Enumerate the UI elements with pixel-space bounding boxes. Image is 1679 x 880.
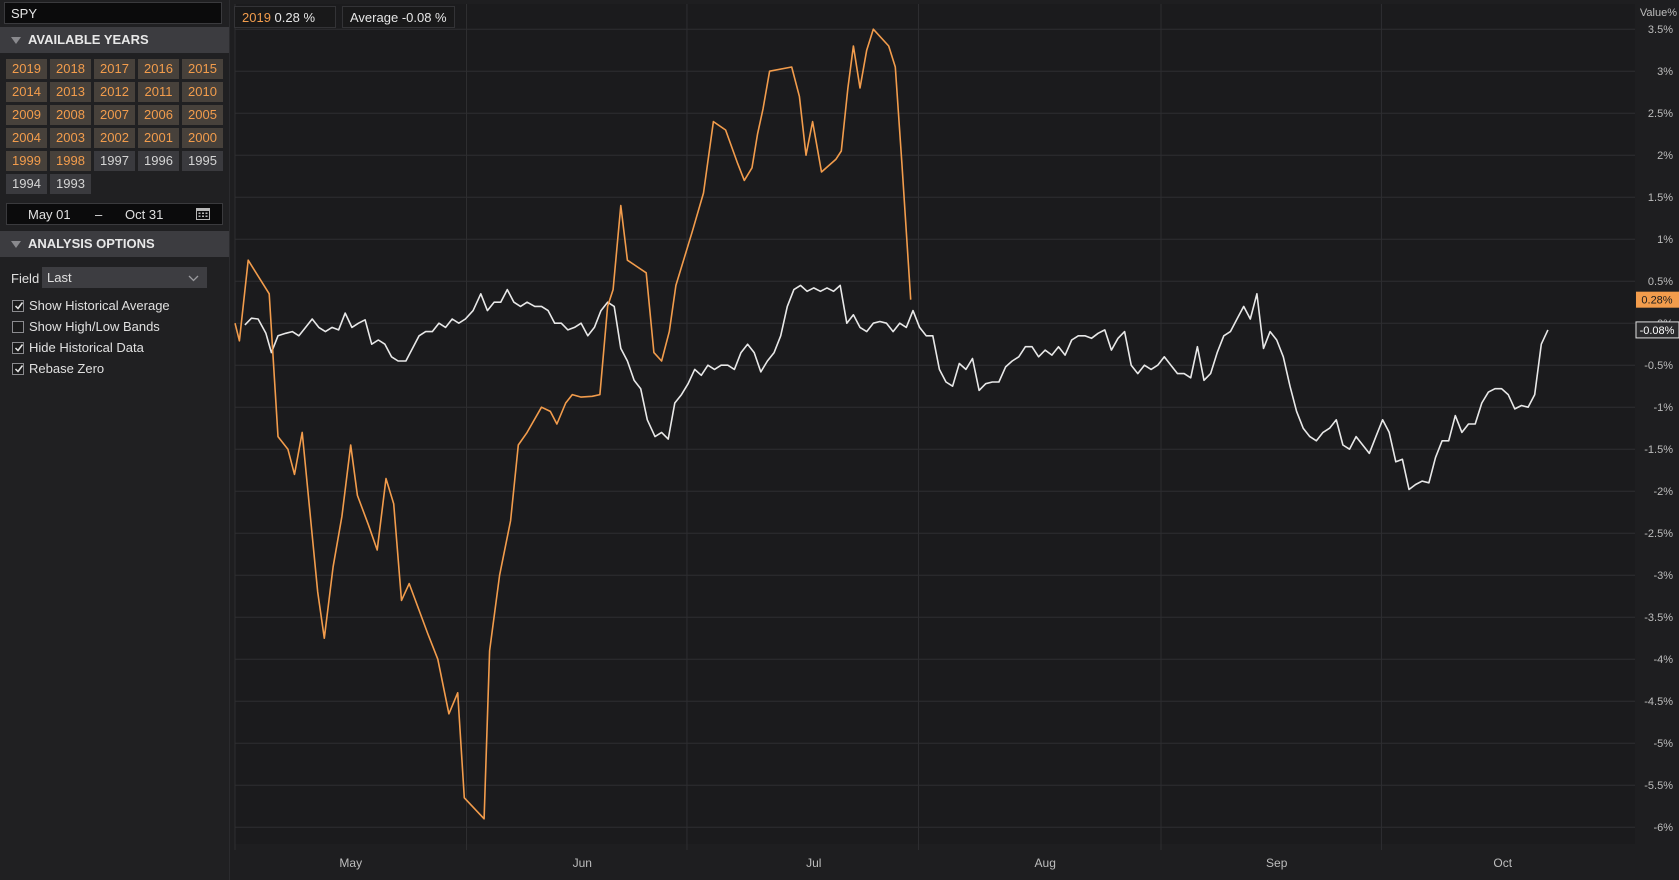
year-button-2006[interactable]: 2006 — [138, 105, 179, 125]
y-tick-label: -5.5% — [1644, 780, 1673, 792]
x-tick-label: Sep — [1266, 856, 1288, 870]
date-end[interactable]: Oct 31 — [125, 207, 164, 222]
chevron-down-icon — [188, 270, 199, 291]
year-button-1994[interactable]: 1994 — [6, 174, 47, 194]
year-button-2000[interactable]: 2000 — [182, 128, 223, 148]
analysis-options-title: ANALYSIS OPTIONS — [28, 236, 155, 251]
year-button-2014[interactable]: 2014 — [6, 82, 47, 102]
seasonality-chart[interactable]: 3.5%3%2.5%2%1.5%1%0.5%0%-0.5%-1%-1.5%-2%… — [231, 0, 1679, 880]
year-button-2007[interactable]: 2007 — [94, 105, 135, 125]
last-value-label: -0.08% — [1640, 325, 1675, 337]
x-tick-label: Jun — [573, 856, 592, 870]
year-button-1993[interactable]: 1993 — [50, 174, 91, 194]
year-button-1997[interactable]: 1997 — [94, 151, 135, 171]
year-button-2008[interactable]: 2008 — [50, 105, 91, 125]
y-tick-label: -4% — [1653, 654, 1673, 666]
y-tick-label: 3.5% — [1648, 24, 1673, 36]
y-tick-label: -2% — [1653, 486, 1673, 498]
year-button-2013[interactable]: 2013 — [50, 82, 91, 102]
year-button-2017[interactable]: 2017 — [94, 59, 135, 79]
y-tick-label: 1% — [1657, 234, 1673, 246]
field-select-value: Last — [47, 270, 72, 285]
symbol-input[interactable] — [4, 2, 222, 24]
x-tick-label: Jul — [806, 856, 821, 870]
x-tick-label: Aug — [1035, 856, 1056, 870]
checkbox-checked[interactable] — [12, 363, 24, 375]
year-button-2009[interactable]: 2009 — [6, 105, 47, 125]
y-tick-label: -2.5% — [1644, 528, 1673, 540]
available-years-title: AVAILABLE YEARS — [28, 32, 149, 47]
checkbox-checked[interactable] — [12, 300, 24, 312]
y-tick-label: 2.5% — [1648, 108, 1673, 120]
y-tick-label: -5% — [1653, 738, 1673, 750]
date-separator: – — [95, 207, 103, 222]
year-button-2001[interactable]: 2001 — [138, 128, 179, 148]
field-label: Field — [11, 271, 40, 286]
year-button-2010[interactable]: 2010 — [182, 82, 223, 102]
legend-year: 2019 0.28 % — [234, 6, 336, 28]
date-range[interactable]: May 01 – Oct 31 — [6, 203, 223, 225]
year-button-2015[interactable]: 2015 — [182, 59, 223, 79]
date-start[interactable]: May 01 — [28, 207, 71, 222]
collapse-triangle-icon — [11, 241, 21, 248]
year-button-2002[interactable]: 2002 — [94, 128, 135, 148]
year-button-1998[interactable]: 1998 — [50, 151, 91, 171]
collapse-triangle-icon — [11, 37, 21, 44]
year-button-2018[interactable]: 2018 — [50, 59, 91, 79]
year-button-1999[interactable]: 1999 — [6, 151, 47, 171]
legend-year-value: 0.28 % — [274, 10, 316, 25]
y-tick-label: -4.5% — [1644, 696, 1673, 708]
legend-average-value: -0.08 % — [401, 10, 447, 25]
y-tick-label: 0.5% — [1648, 276, 1673, 288]
option-label: Hide Historical Data — [29, 340, 144, 355]
checkbox-unchecked[interactable] — [12, 321, 24, 333]
option-label: Show Historical Average — [29, 298, 170, 313]
calendar-icon[interactable] — [196, 207, 210, 223]
y-tick-label: 1.5% — [1648, 192, 1673, 204]
checkbox-checked[interactable] — [12, 342, 24, 354]
year-button-2003[interactable]: 2003 — [50, 128, 91, 148]
series-line-2019 — [234, 28, 912, 820]
field-select[interactable]: Last — [42, 267, 207, 288]
legend-average-name: Average — [350, 10, 399, 25]
chart-area: 3.5%3%2.5%2%1.5%1%0.5%0%-0.5%-1%-1.5%-2%… — [231, 0, 1679, 880]
year-button-2005[interactable]: 2005 — [182, 105, 223, 125]
y-axis-label: Value% — [1640, 7, 1677, 19]
analysis-options-header[interactable]: ANALYSIS OPTIONS — [0, 231, 229, 257]
plot-background — [235, 4, 1635, 844]
y-tick-label: -0.5% — [1644, 360, 1673, 372]
series-line-average — [244, 284, 1549, 491]
x-tick-label: May — [339, 856, 362, 870]
year-button-2016[interactable]: 2016 — [138, 59, 179, 79]
y-tick-label: -3% — [1653, 570, 1673, 582]
year-button-1996[interactable]: 1996 — [138, 151, 179, 171]
year-button-2019[interactable]: 2019 — [6, 59, 47, 79]
legend-average: Average -0.08 % — [342, 6, 455, 28]
year-button-2004[interactable]: 2004 — [6, 128, 47, 148]
y-tick-label: -3.5% — [1644, 612, 1673, 624]
y-tick-label: -6% — [1653, 822, 1673, 834]
y-tick-label: -1% — [1653, 402, 1673, 414]
year-button-2011[interactable]: 2011 — [138, 82, 179, 102]
year-button-1995[interactable]: 1995 — [182, 151, 223, 171]
option-label: Rebase Zero — [29, 361, 105, 376]
x-tick-label: Oct — [1493, 856, 1512, 870]
legend-year-name: 2019 — [242, 10, 271, 25]
y-tick-label: 3% — [1657, 66, 1673, 78]
year-button-2012[interactable]: 2012 — [94, 82, 135, 102]
last-value-label: 0.28% — [1641, 295, 1672, 307]
option-label: Show High/Low Bands — [29, 319, 160, 334]
available-years-header[interactable]: AVAILABLE YEARS — [0, 27, 229, 53]
last-value-tag — [1636, 291, 1679, 308]
y-tick-label: 2% — [1657, 150, 1673, 162]
y-tick-label: -1.5% — [1644, 444, 1673, 456]
last-value-tag — [1635, 321, 1679, 339]
